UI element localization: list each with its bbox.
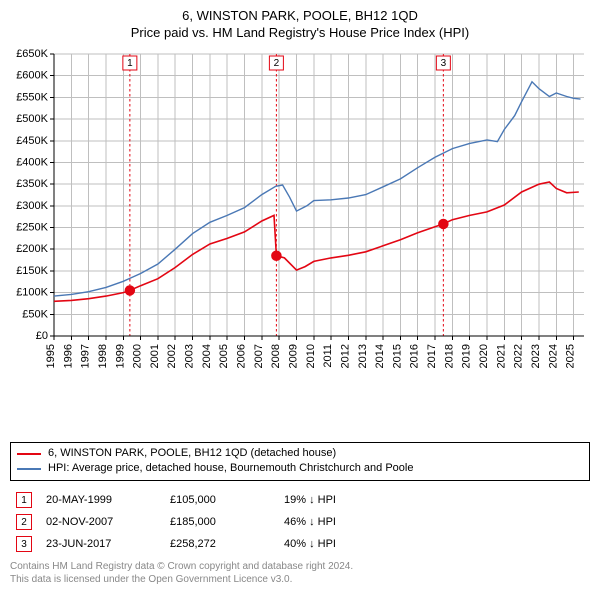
svg-text:1996: 1996 bbox=[62, 344, 74, 368]
svg-text:2008: 2008 bbox=[270, 344, 282, 368]
svg-text:2010: 2010 bbox=[305, 344, 317, 368]
svg-text:£550K: £550K bbox=[16, 91, 48, 103]
svg-text:2023: 2023 bbox=[530, 344, 542, 368]
svg-text:£50K: £50K bbox=[22, 308, 48, 320]
svg-text:2004: 2004 bbox=[201, 344, 213, 368]
svg-text:2025: 2025 bbox=[565, 344, 577, 368]
svg-text:3: 3 bbox=[441, 58, 447, 69]
legend: 6, WINSTON PARK, POOLE, BH12 1QD (detach… bbox=[10, 442, 590, 481]
legend-label-price: 6, WINSTON PARK, POOLE, BH12 1QD (detach… bbox=[48, 446, 336, 461]
legend-label-hpi: HPI: Average price, detached house, Bour… bbox=[48, 461, 413, 476]
chart-subtitle: Price paid vs. HM Land Registry's House … bbox=[10, 25, 590, 40]
chart-title: 6, WINSTON PARK, POOLE, BH12 1QD bbox=[10, 8, 590, 23]
event-diff: 19% ↓ HPI bbox=[284, 494, 404, 506]
svg-text:2015: 2015 bbox=[391, 344, 403, 368]
event-price: £185,000 bbox=[170, 516, 270, 528]
chart-container: 6, WINSTON PARK, POOLE, BH12 1QD Price p… bbox=[0, 0, 600, 590]
event-diff: 40% ↓ HPI bbox=[284, 538, 404, 550]
svg-text:2: 2 bbox=[274, 58, 280, 69]
svg-text:£200K: £200K bbox=[16, 243, 48, 255]
svg-text:2016: 2016 bbox=[409, 344, 421, 368]
event-price: £105,000 bbox=[170, 494, 270, 506]
legend-row-hpi: HPI: Average price, detached house, Bour… bbox=[17, 461, 583, 476]
svg-text:£650K: £650K bbox=[16, 48, 48, 60]
events-table: 1 20-MAY-1999 £105,000 19% ↓ HPI 2 02-NOV-200… bbox=[10, 489, 590, 555]
svg-text:2003: 2003 bbox=[184, 344, 196, 368]
footnote-line2: This data is licensed under the Open Gov… bbox=[10, 574, 590, 587]
svg-text:2006: 2006 bbox=[236, 344, 248, 368]
svg-text:2000: 2000 bbox=[132, 344, 144, 368]
event-marker-box: 3 bbox=[16, 536, 32, 552]
svg-text:£350K: £350K bbox=[16, 178, 48, 190]
event-row: 1 20-MAY-1999 £105,000 19% ↓ HPI bbox=[10, 489, 590, 511]
svg-text:2017: 2017 bbox=[426, 344, 438, 368]
svg-text:2005: 2005 bbox=[218, 344, 230, 368]
legend-row-price: 6, WINSTON PARK, POOLE, BH12 1QD (detach… bbox=[17, 446, 583, 461]
svg-text:2019: 2019 bbox=[461, 344, 473, 368]
svg-text:2021: 2021 bbox=[495, 344, 507, 368]
svg-text:2009: 2009 bbox=[287, 344, 299, 368]
svg-text:1998: 1998 bbox=[97, 344, 109, 368]
event-price: £258,272 bbox=[170, 538, 270, 550]
svg-text:£150K: £150K bbox=[16, 265, 48, 277]
svg-text:£100K: £100K bbox=[16, 287, 48, 299]
footnote-line1: Contains HM Land Registry data © Crown c… bbox=[10, 561, 590, 574]
svg-text:2007: 2007 bbox=[253, 344, 265, 368]
event-date: 20-MAY-1999 bbox=[46, 494, 156, 506]
svg-text:2014: 2014 bbox=[374, 344, 386, 368]
svg-text:£300K: £300K bbox=[16, 200, 48, 212]
footnote: Contains HM Land Registry data © Crown c… bbox=[10, 561, 590, 586]
svg-text:2022: 2022 bbox=[513, 344, 525, 368]
svg-text:£250K: £250K bbox=[16, 222, 48, 234]
chart-svg: £0 £50K £100K £150K £200K £250K £300K £350K £400… bbox=[10, 48, 590, 378]
event-marker-box: 1 bbox=[16, 492, 32, 508]
svg-text:2013: 2013 bbox=[357, 344, 369, 368]
event-marker-box: 2 bbox=[16, 514, 32, 530]
svg-text:1999: 1999 bbox=[114, 344, 126, 368]
svg-text:£500K: £500K bbox=[16, 113, 48, 125]
svg-text:2024: 2024 bbox=[547, 344, 559, 368]
event-diff: 46% ↓ HPI bbox=[284, 516, 404, 528]
event-date: 02-NOV-2007 bbox=[46, 516, 156, 528]
svg-text:1: 1 bbox=[127, 58, 133, 69]
svg-text:2002: 2002 bbox=[166, 344, 178, 368]
svg-text:2001: 2001 bbox=[149, 344, 161, 368]
legend-swatch-hpi bbox=[17, 468, 41, 470]
svg-text:1995: 1995 bbox=[45, 344, 57, 368]
svg-text:2020: 2020 bbox=[478, 344, 490, 368]
event-row: 2 02-NOV-2007 £185,000 46% ↓ HPI bbox=[10, 511, 590, 533]
svg-text:1997: 1997 bbox=[80, 344, 92, 368]
svg-text:2011: 2011 bbox=[322, 344, 334, 368]
chart-plot: £0 £50K £100K £150K £200K £250K £300K £350K £400… bbox=[10, 48, 590, 436]
svg-text:£450K: £450K bbox=[16, 135, 48, 147]
svg-text:£600K: £600K bbox=[16, 70, 48, 82]
legend-swatch-price bbox=[17, 453, 41, 455]
event-row: 3 23-JUN-2017 £258,272 40% ↓ HPI bbox=[10, 533, 590, 555]
event-date: 23-JUN-2017 bbox=[46, 538, 156, 550]
svg-text:2018: 2018 bbox=[443, 344, 455, 368]
svg-text:£400K: £400K bbox=[16, 156, 48, 168]
svg-text:£0: £0 bbox=[36, 330, 48, 342]
svg-text:2012: 2012 bbox=[339, 344, 351, 368]
